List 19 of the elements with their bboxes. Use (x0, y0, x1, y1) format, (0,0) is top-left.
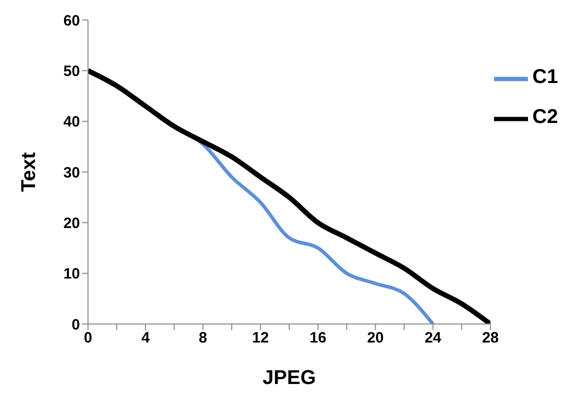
x-tick-label: 4 (141, 330, 150, 347)
y-axis-title: Text (18, 152, 40, 192)
legend-label: C2 (532, 106, 558, 128)
y-tick-label: 10 (63, 266, 80, 283)
x-tick-label: 12 (252, 330, 269, 347)
x-tick-label: 8 (198, 330, 208, 347)
x-tick-label: 0 (84, 330, 92, 347)
y-tick-label: 30 (63, 164, 80, 182)
y-tick-label: 20 (63, 214, 80, 232)
x-tick-label: 20 (367, 330, 384, 347)
x-tick-label: 28 (482, 330, 499, 347)
y-tick-label: 40 (63, 114, 80, 131)
y-tick-label: 50 (63, 62, 80, 80)
y-tick-label: 60 (63, 12, 80, 30)
x-tick-label: 16 (310, 330, 326, 347)
x-tick-label: 24 (424, 330, 442, 347)
legend-label: C1 (532, 66, 558, 88)
x-axis-title: JPEG (262, 367, 316, 389)
y-tick-label: 0 (72, 316, 80, 334)
